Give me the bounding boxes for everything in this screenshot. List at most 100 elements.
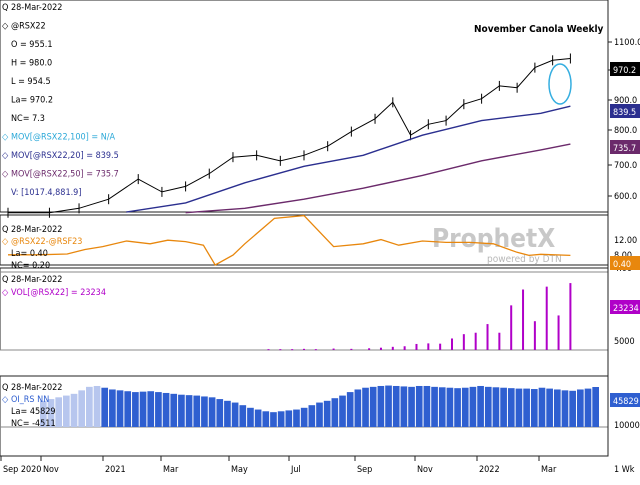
volume-bar-5 (332, 348, 335, 350)
legend-text: MOV[@RSX22,20] = 839.5 (11, 151, 119, 161)
oi-bar-23 (216, 399, 224, 427)
oi-bar-15 (155, 392, 162, 427)
x-tick-label: Nov (417, 465, 433, 475)
oi-bar-65 (538, 387, 546, 427)
legend-text: V: [1017.4,881.9] (11, 188, 82, 198)
price-series-line-1 (126, 105, 571, 213)
oi-bar-53 (446, 387, 454, 427)
x-tick-label: 2022 (479, 465, 500, 475)
volume-bar-10 (403, 346, 406, 350)
oi-bar-55 (461, 387, 469, 427)
oi-bar-14 (147, 391, 155, 427)
price-panel-frame (0, 0, 609, 213)
oi-bar-64 (530, 389, 538, 427)
period-label: 1 Wk (614, 465, 635, 475)
legend-icon: ◇ (2, 22, 9, 32)
x-tick-label: Sep 2020 (3, 465, 41, 475)
oi-bar-17 (170, 393, 178, 427)
price-tick-label: 1100.0 (614, 38, 640, 48)
oi-bar-8 (101, 387, 109, 427)
volume-bar-6 (350, 348, 353, 350)
legend-icon: ◇ (2, 151, 9, 161)
volume-bar-14 (451, 338, 453, 350)
legend-text: NC= 7.3 (11, 114, 45, 124)
oi-bar-44 (377, 385, 385, 427)
x-tick-label: Jul (290, 465, 301, 475)
oi-bar-4 (70, 393, 78, 427)
value-box (610, 104, 640, 118)
oi-bar-43 (369, 386, 377, 427)
oi-bar-19 (185, 395, 193, 427)
value-box-label: 45829 (613, 397, 639, 407)
legend-text: @RSX22 (11, 22, 46, 32)
legend-icon: Q (2, 225, 8, 235)
value-box (610, 62, 640, 76)
oi-bar-46 (392, 385, 400, 427)
volume-bar-21 (533, 321, 536, 350)
oi-bar-9 (109, 389, 116, 427)
x-tick-label: Nov (43, 465, 59, 475)
oi-bar-52 (438, 387, 446, 427)
volume-bars-layer (267, 283, 572, 351)
latest-price-highlight-circle (548, 63, 572, 105)
watermark-brand: ProphetX (432, 224, 555, 254)
legend-text: VOL[@RSX22] = 23234 (11, 288, 106, 298)
price-tick-label: 800.0 (614, 126, 637, 136)
price-tick-label: 900.0 (614, 96, 637, 106)
volume-bar-23 (557, 315, 560, 350)
oi-bar-57 (477, 385, 484, 427)
oi-bar-72 (592, 387, 599, 427)
spread-line (8, 214, 571, 266)
oi-bar-48 (408, 386, 415, 427)
legend-text: 28-Mar-2022 (11, 225, 62, 235)
oi-bar-54 (454, 388, 461, 427)
oi-bar-33 (293, 409, 300, 427)
volume-bar-12 (427, 343, 430, 350)
x-axis-layer: Sep 2020 Nov 2021 Mar May Jul Sep Nov 2022 Mar 1 W… (0, 456, 635, 475)
oi-bar-3 (63, 395, 70, 427)
price-tick-label: 600.0 (614, 192, 637, 202)
oi-bar-18 (178, 394, 185, 427)
oi-bar-35 (308, 405, 316, 427)
price-series-line-2 (185, 143, 571, 214)
volume-bar-8 (379, 347, 382, 350)
legend-text: La= 0.40 (11, 249, 48, 259)
oi-bar-26 (239, 405, 247, 427)
oi-bar-2 (55, 397, 63, 427)
oi-bar-50 (423, 385, 431, 427)
oi-bar-38 (331, 398, 339, 427)
oi-bar-31 (277, 411, 285, 427)
oi-bar-24 (224, 400, 231, 427)
volume-bar-18 (498, 332, 501, 350)
oi-bar-11 (124, 391, 132, 427)
volume-bar-24 (569, 283, 572, 350)
oi-bar-58 (484, 386, 492, 427)
x-tick-label: Mar (541, 465, 557, 475)
volume-bar-15 (462, 334, 465, 350)
spread-series-layer (8, 214, 571, 266)
oi-bar-25 (231, 402, 239, 427)
legend-icon: ◇ (2, 288, 9, 298)
legend-icon: ◇ (2, 170, 9, 180)
oi-bar-51 (431, 386, 438, 427)
legend-text: La= 45829 (11, 407, 56, 417)
oi-tick-label: 10000 (614, 421, 640, 431)
volume-bar-9 (391, 346, 394, 350)
oi-bar-39 (339, 395, 346, 427)
oi-bar-60 (500, 387, 507, 427)
value-box-label: 839.5 (613, 108, 636, 118)
oi-bar-30 (270, 412, 277, 427)
oi-bar-67 (553, 389, 561, 427)
oi-bar-63 (523, 388, 530, 427)
oi-bar-68 (561, 390, 569, 427)
x-tick-label: 2021 (105, 465, 126, 475)
x-tick-label: Sep (357, 465, 372, 475)
oi-bar-12 (132, 392, 139, 427)
oi-bar-21 (201, 396, 208, 427)
oi-bar-61 (507, 388, 515, 427)
legend-icon: ◇ (2, 395, 9, 405)
oi-bar-22 (208, 397, 216, 427)
x-tick-label: Mar (163, 465, 179, 475)
